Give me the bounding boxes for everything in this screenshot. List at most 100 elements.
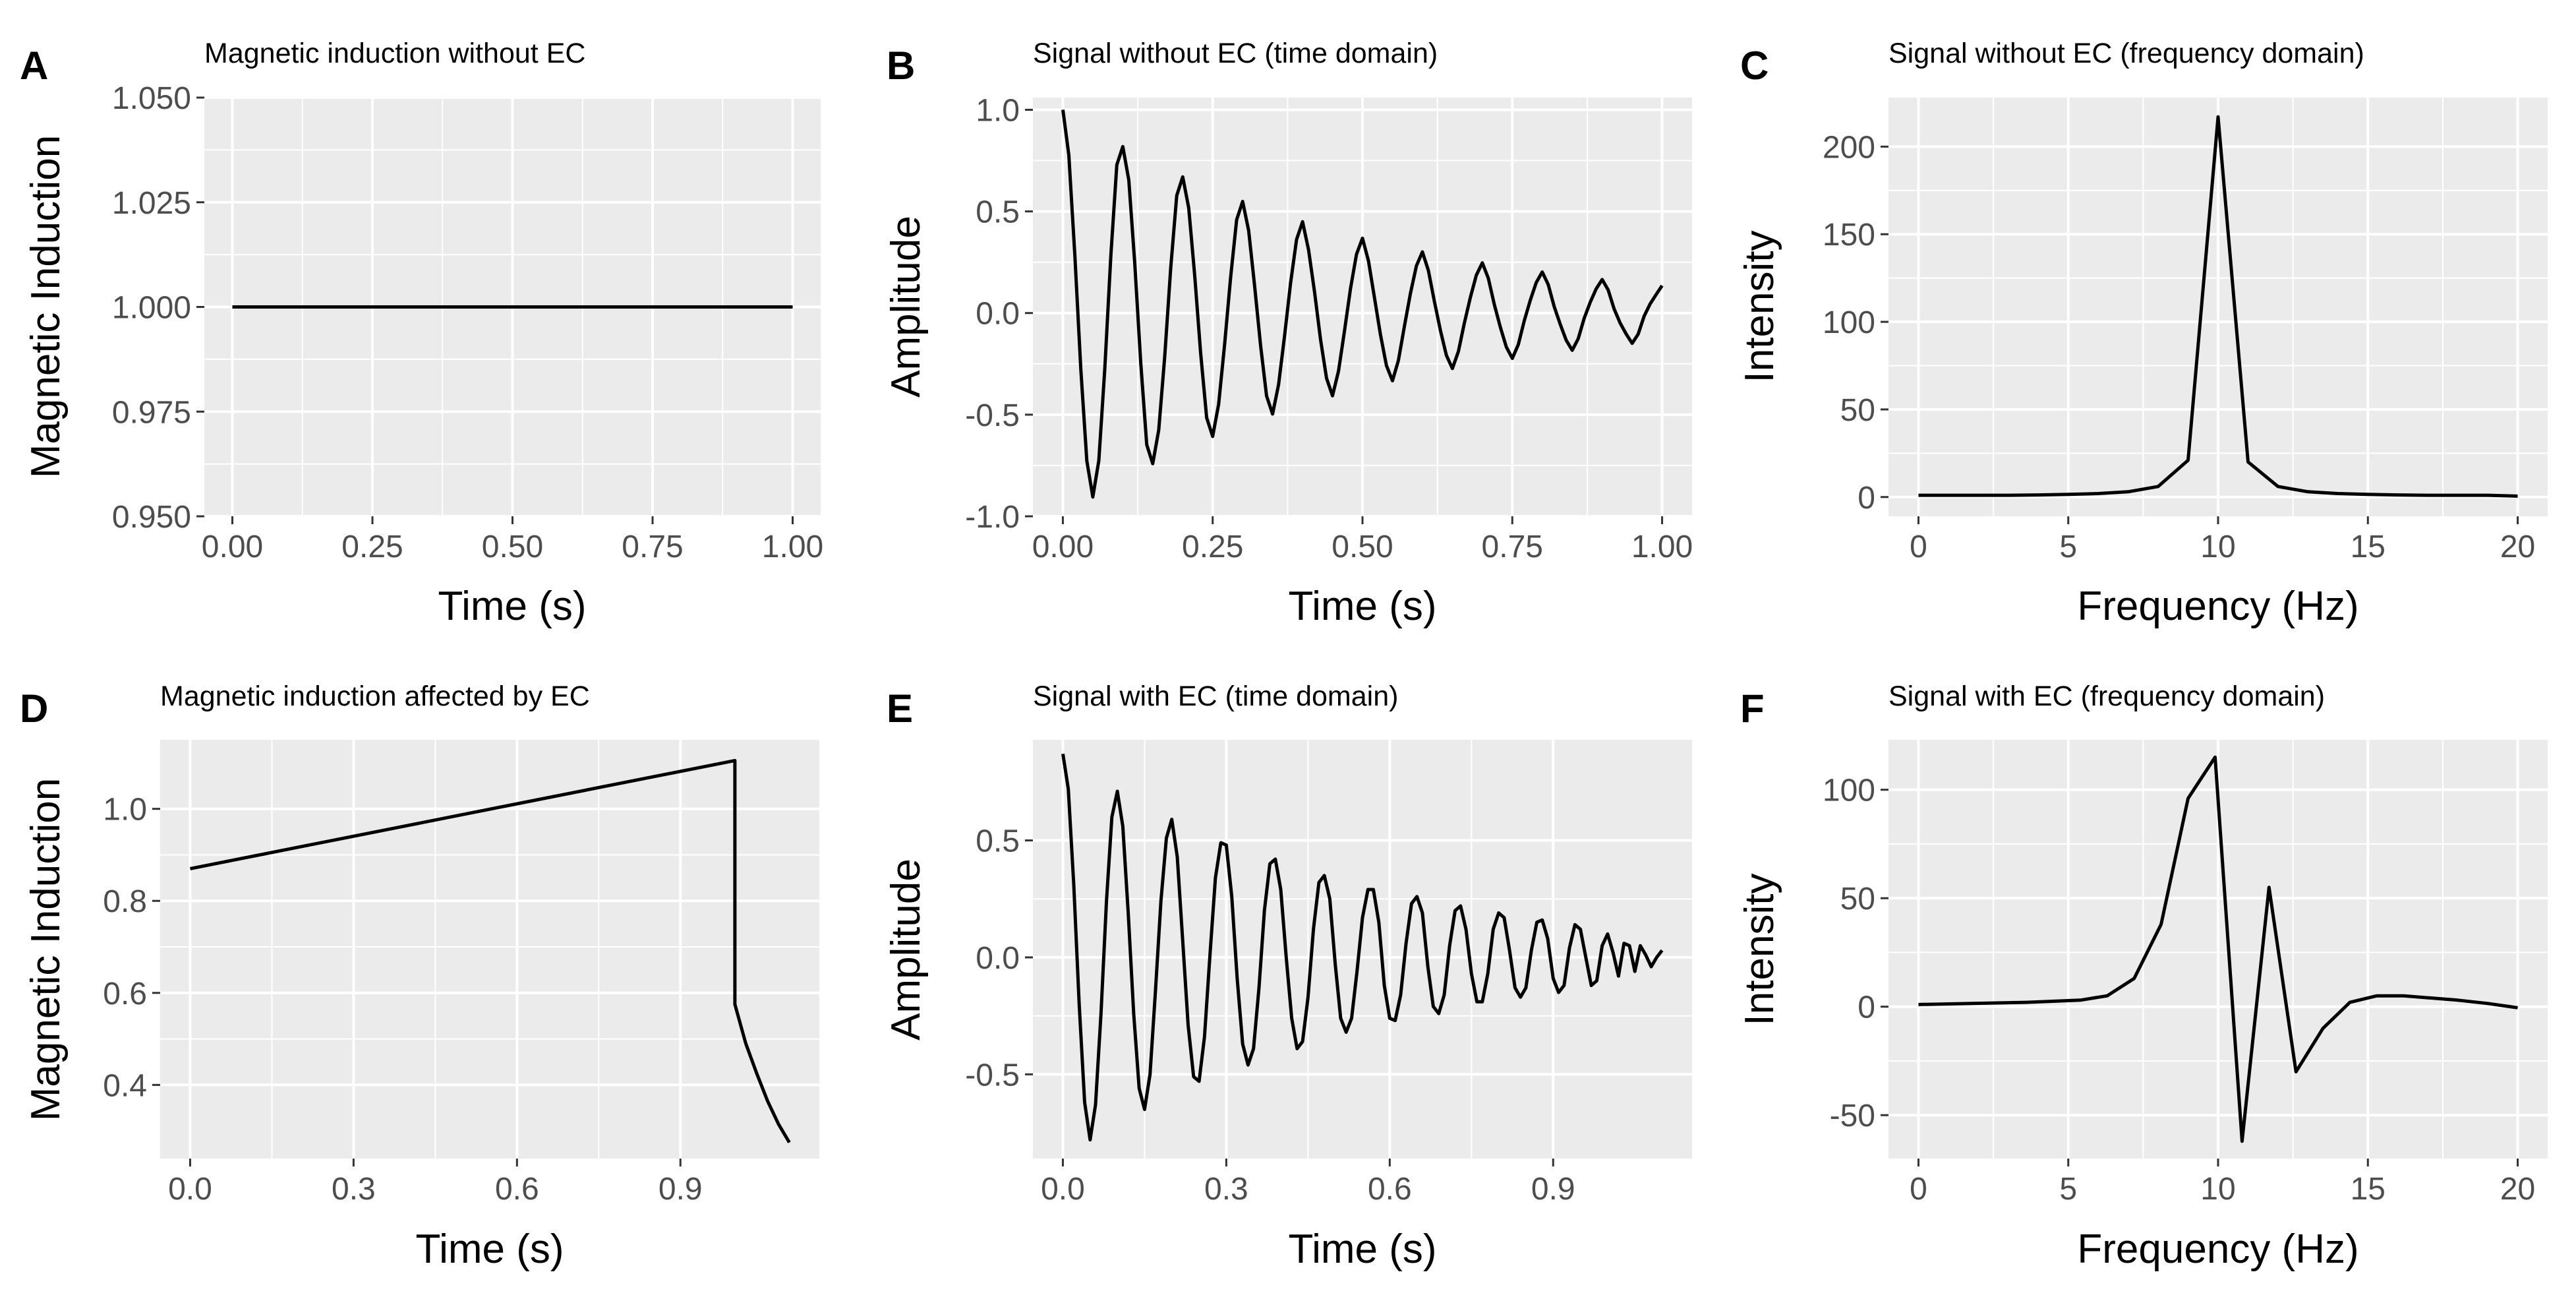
x-tick-label-f: 20 — [2500, 1172, 2535, 1207]
ticks-f: 0 5 10 15 20 -50 0 50 100 — [1823, 773, 2535, 1207]
x-tick-label-e: 0.9 — [1531, 1172, 1575, 1207]
y-tick-label-e: 0.0 — [976, 941, 1020, 976]
data-e — [1061, 753, 1664, 1142]
x-axis-label-b: Time (s) — [1289, 584, 1437, 629]
x-axis-label-d: Time (s) — [416, 1226, 564, 1272]
x-tick-label-a: 0.75 — [622, 529, 683, 564]
x-tick-label-c: 20 — [2500, 529, 2535, 564]
y-tick-label-b: -1.0 — [965, 500, 1020, 535]
ticks-e: 0.0 0.3 0.6 0.9 -0.5 0.0 0.5 — [965, 824, 1575, 1207]
panel-letter-b: B — [887, 44, 915, 88]
y-tick-label-a: 1.000 — [112, 291, 191, 326]
x-tick-label-f: 0 — [1910, 1172, 1927, 1207]
x-tick-label-b: 0.25 — [1182, 529, 1243, 564]
y-tick-label-f: 50 — [1840, 882, 1875, 917]
x-axis-label-c: Frequency (Hz) — [2077, 584, 2358, 629]
grid-c — [1888, 98, 2548, 516]
panel-d: D Magnetic induction affected by EC 0.0 0… — [20, 680, 819, 1272]
ticks-b: 0.00 0.25 0.50 0.75 1.00 -1.0 -0.5 0.0 0.5 1.0 — [965, 93, 1693, 564]
y-tick-label-a: 0.975 — [112, 395, 191, 430]
y-tick-label-b: 0.5 — [976, 195, 1020, 230]
y-tick-label-a: 0.950 — [112, 500, 191, 535]
y-axis-label-f: Intensity — [1737, 874, 1782, 1026]
x-tick-label-d: 0.0 — [168, 1172, 212, 1207]
y-axis-label-e: Amplitude — [883, 859, 929, 1041]
plot-area-d — [160, 740, 819, 1159]
data-c — [1918, 115, 2518, 498]
y-tick-label-e: 0.5 — [976, 824, 1020, 859]
series-line-b — [1061, 109, 1664, 499]
panel-letter-f: F — [1740, 686, 1765, 731]
panel-letter-d: D — [20, 686, 48, 731]
x-tick-label-b: 0.50 — [1332, 529, 1393, 564]
panel-b: B Signal without EC (time domain) 0.00 0.… — [883, 38, 1693, 629]
y-tick-label-c: 0 — [1858, 481, 1875, 516]
y-tick-label-d: 0.4 — [103, 1068, 147, 1103]
panel-title-f: Signal with EC (frequency domain) — [1888, 680, 2325, 712]
y-tick-label-c: 150 — [1823, 218, 1875, 253]
x-tick-label-c: 0 — [1910, 529, 1927, 564]
x-tick-label-c: 15 — [2351, 529, 2386, 564]
grid-b — [1033, 98, 1692, 518]
panel-letter-a: A — [20, 44, 48, 88]
y-tick-label-f: 0 — [1858, 990, 1875, 1025]
panel-title-d: Magnetic induction affected by EC — [160, 680, 590, 712]
panel-letter-e: E — [887, 686, 913, 731]
x-axis-label-a: Time (s) — [438, 584, 587, 629]
x-tick-label-d: 0.9 — [659, 1172, 703, 1207]
series-line-c — [1918, 115, 2518, 498]
panel-title-b: Signal without EC (time domain) — [1033, 38, 1438, 69]
data-d — [190, 758, 791, 1143]
panel-title-a: Magnetic induction without EC — [204, 38, 585, 69]
series-line-d — [190, 758, 791, 1143]
panel-title-c: Signal without EC (frequency domain) — [1888, 38, 2364, 69]
ticks-d: 0.0 0.3 0.6 0.9 0.4 0.6 0.8 1.0 — [103, 793, 702, 1207]
panel-e: E Signal with EC (time domain) 0.0 0.3 0.6… — [883, 680, 1692, 1272]
ticks-a: 0.00 0.25 0.50 0.75 1.00 0.950 0.975 1.000 1.025… — [112, 81, 823, 564]
y-tick-label-c: 50 — [1840, 393, 1875, 428]
panel-letter-c: C — [1740, 44, 1769, 88]
data-f — [1918, 755, 2518, 1143]
x-tick-label-a: 0.25 — [341, 529, 403, 564]
x-tick-label-a: 0.00 — [202, 529, 263, 564]
y-tick-label-d: 0.8 — [103, 884, 147, 919]
x-tick-label-b: 1.00 — [1631, 529, 1693, 564]
y-tick-label-b: 1.0 — [976, 93, 1020, 128]
x-tick-label-e: 0.0 — [1041, 1172, 1085, 1207]
panel-c: C Signal without EC (frequency domain) 0… — [1737, 38, 2548, 629]
x-tick-label-c: 5 — [2059, 529, 2077, 564]
x-tick-label-a: 1.00 — [762, 529, 823, 564]
panel-a: A Magnetic induction without EC 0.00 0.25… — [20, 38, 823, 629]
x-tick-label-b: 0.00 — [1032, 529, 1094, 564]
x-axis-label-e: Time (s) — [1289, 1226, 1437, 1272]
y-axis-label-d: Magnetic Induction — [23, 778, 69, 1121]
y-tick-label-f: -50 — [1830, 1099, 1875, 1133]
x-tick-label-d: 0.6 — [495, 1172, 539, 1207]
series-line-f — [1918, 755, 2518, 1143]
y-tick-label-a: 1.025 — [112, 186, 191, 221]
x-tick-label-f: 5 — [2059, 1172, 2077, 1207]
x-axis-label-f: Frequency (Hz) — [2077, 1226, 2358, 1272]
y-tick-label-c: 200 — [1823, 130, 1875, 165]
y-tick-label-f: 100 — [1823, 773, 1875, 808]
x-tick-label-a: 0.50 — [482, 529, 543, 564]
data-b — [1061, 109, 1664, 499]
x-tick-label-e: 0.3 — [1204, 1172, 1248, 1207]
grid-e — [1033, 740, 1692, 1159]
y-axis-label-a: Magnetic Induction — [23, 135, 69, 478]
x-tick-label-d: 0.3 — [332, 1172, 376, 1207]
x-tick-label-c: 10 — [2200, 529, 2235, 564]
y-axis-label-b: Amplitude — [883, 216, 929, 398]
x-tick-label-f: 10 — [2200, 1172, 2235, 1207]
panel-title-e: Signal with EC (time domain) — [1033, 680, 1398, 712]
y-tick-label-b: -0.5 — [965, 398, 1020, 433]
y-tick-label-a: 1.050 — [112, 81, 191, 116]
plot-area-e — [1033, 740, 1692, 1159]
y-tick-label-c: 100 — [1823, 305, 1875, 340]
y-tick-label-b: 0.0 — [976, 297, 1020, 332]
x-tick-label-e: 0.6 — [1368, 1172, 1412, 1207]
y-tick-label-d: 1.0 — [103, 793, 147, 828]
series-line-e — [1061, 753, 1664, 1142]
